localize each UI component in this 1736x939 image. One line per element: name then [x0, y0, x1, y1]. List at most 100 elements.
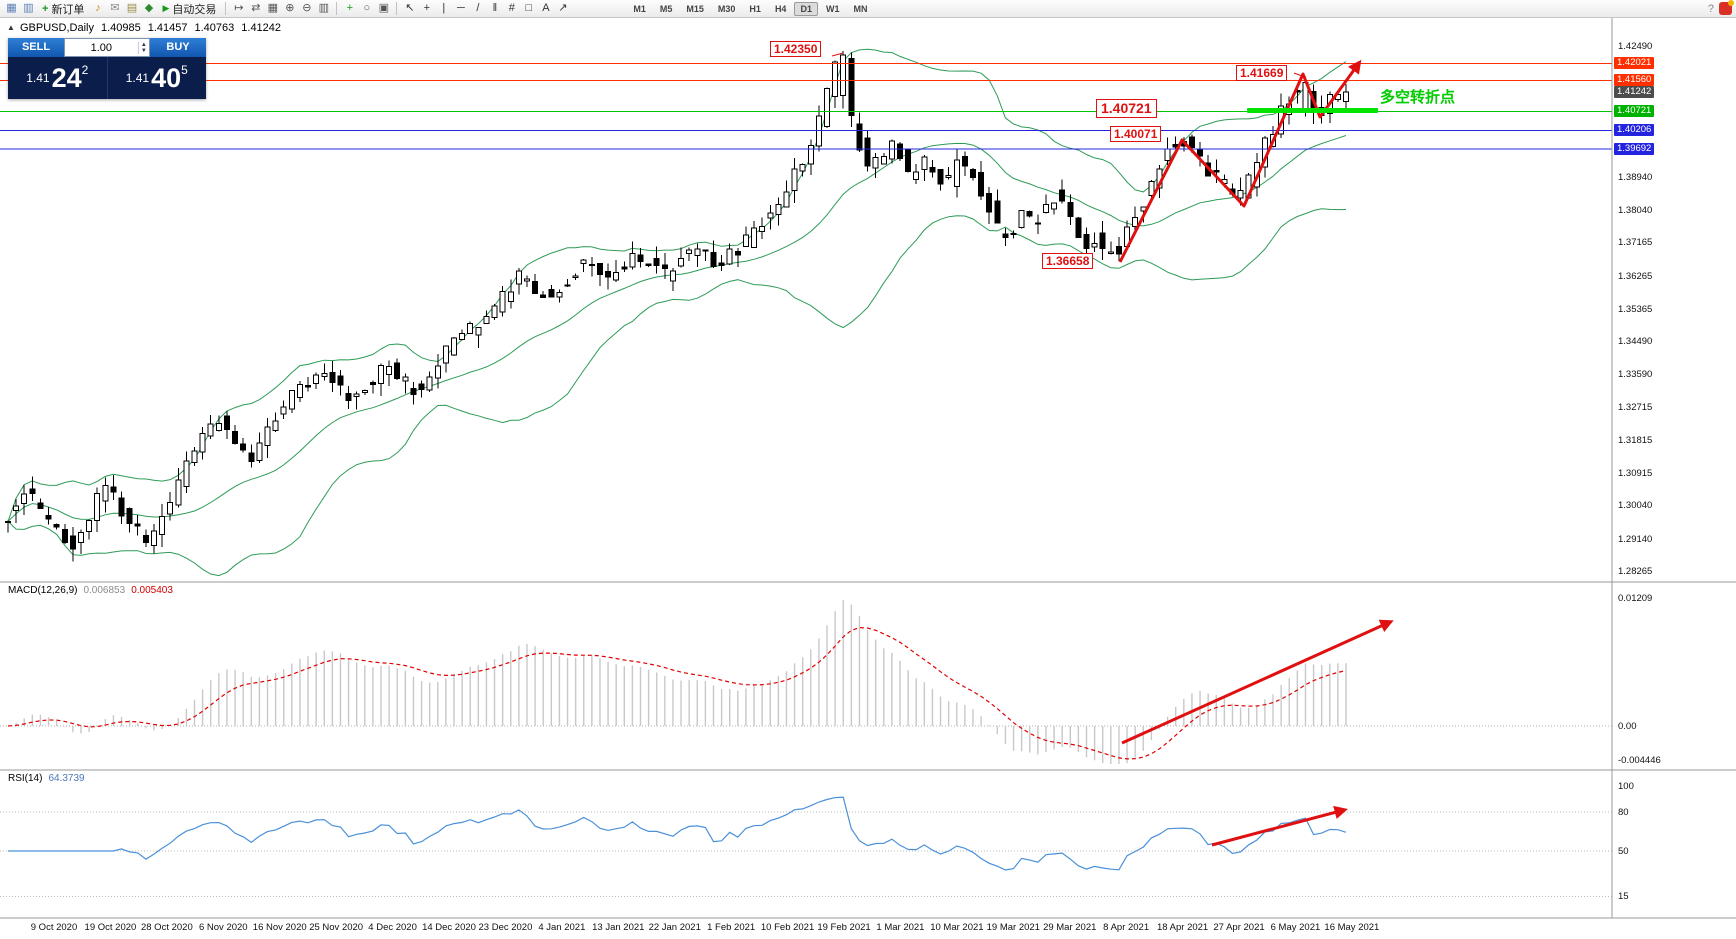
ohlc-low: 1.40763: [194, 22, 235, 34]
new-order-button[interactable]: + 新订单: [42, 2, 85, 16]
price-callout-1.36658: 1.36658: [1042, 253, 1094, 269]
timeframe-m1[interactable]: M1: [633, 3, 646, 14]
date-label: 23 Dec 2020: [478, 922, 533, 933]
rsi-name: RSI(14): [8, 773, 43, 784]
date-label: 13 Jan 2021: [592, 922, 645, 933]
bid-pip-digit: 2: [81, 63, 89, 77]
fibonacci-icon[interactable]: #: [508, 2, 515, 14]
date-label: 10 Mar 2021: [930, 922, 984, 933]
price-axis-label: 1.35365: [1618, 303, 1653, 315]
timeframe-m5[interactable]: M5: [659, 3, 673, 14]
price-axis-label: 1.33590: [1618, 369, 1653, 381]
sell-button[interactable]: SELL: [8, 38, 64, 57]
price-axis-label: 1.30915: [1618, 468, 1653, 480]
rsi-axis-label: 15: [1618, 891, 1629, 902]
timeframe-group: M1 M5 M15 M30 H1 H4 D1 W1 MN: [626, 1, 874, 16]
price-tag-1.41242: 1.41242: [1614, 86, 1655, 99]
date-label: 22 Jan 2021: [648, 922, 701, 933]
timeframe-h1[interactable]: H1: [749, 3, 761, 14]
community-notification-icon[interactable]: [1719, 0, 1734, 15]
date-label: 6 May 2021: [1270, 922, 1321, 933]
date-label: 28 Oct 2020: [140, 922, 193, 933]
horizontal-line-icon[interactable]: ─: [456, 2, 465, 14]
price-tag-1.39692: 1.39692: [1614, 143, 1655, 156]
trendline-icon[interactable]: /: [476, 2, 480, 14]
buy-button[interactable]: BUY: [150, 38, 206, 57]
notification-dot-icon: [1728, 0, 1734, 6]
timeframe-m15[interactable]: M15: [686, 3, 704, 14]
auto-trading-button[interactable]: ▶ 自动交易: [162, 3, 217, 16]
macd-signal-value: 0.005403: [131, 585, 173, 596]
templates-icon[interactable]: ▣: [378, 2, 390, 14]
date-label: 16 Nov 2020: [252, 922, 307, 933]
oneclick-collapse-icon[interactable]: ▲: [7, 23, 15, 32]
arrow-tool-icon[interactable]: ↗: [558, 2, 568, 14]
time-axis[interactable]: 9 Oct 2020 19 Oct 2020 28 Oct 2020 6 Nov 20…: [0, 918, 1612, 939]
rsi-value: 64.3739: [48, 773, 85, 784]
price-tag-1.42021: 1.42021: [1614, 57, 1655, 70]
date-label: 10 Feb 2021: [760, 922, 815, 933]
price-tag-1.40206: 1.40206: [1614, 124, 1655, 137]
lot-decrement-icon[interactable]: ▼: [140, 47, 147, 54]
date-label: 14 Dec 2020: [422, 922, 476, 933]
date-label: 19 Feb 2021: [817, 922, 871, 933]
shapes-icon[interactable]: □: [525, 2, 533, 14]
macd-axis-label: -0.004446: [1618, 755, 1661, 766]
macd-axis-label: 0.01209: [1618, 593, 1653, 604]
auto-scroll-icon[interactable]: ⇄: [251, 2, 261, 14]
channel-icon[interactable]: ‖: [492, 2, 498, 14]
periods-icon[interactable]: ○: [363, 2, 371, 14]
date-label: 1 Mar 2021: [876, 922, 925, 933]
timeframe-m30[interactable]: M30: [717, 3, 736, 14]
indicators-icon[interactable]: +: [346, 2, 354, 14]
vertical-line-icon[interactable]: |: [442, 2, 446, 14]
lot-increment-icon[interactable]: ▲: [140, 41, 147, 48]
zoom-in-icon[interactable]: ⊕: [285, 2, 295, 14]
price-axis-label: 1.38940: [1618, 171, 1653, 183]
macd-axis-label: 0.00: [1618, 721, 1637, 732]
bid-price[interactable]: 1.41 24 2: [8, 57, 108, 99]
market-icon[interactable]: ◆: [144, 2, 154, 14]
timeframe-mn[interactable]: MN: [853, 3, 868, 14]
plus-icon: +: [42, 2, 49, 15]
new-chart-icon[interactable]: ▦: [6, 2, 17, 14]
one-click-trading-panel: SELL ▲▼ BUY 1.41 24 2 1.41 40 5: [8, 38, 206, 99]
chart-plot-area[interactable]: [0, 18, 1612, 918]
cursor-icon[interactable]: ↖: [405, 2, 415, 14]
lot-size-input[interactable]: [65, 41, 138, 54]
grid-icon[interactable]: ▦: [267, 2, 279, 14]
price-axis-label: 1.31815: [1618, 434, 1653, 446]
timeframe-h4[interactable]: H4: [774, 3, 787, 14]
date-label: 8 Apr 2021: [1103, 922, 1150, 933]
ask-main-digits: 40: [151, 62, 182, 93]
toolbar-separator: [396, 2, 398, 15]
date-label: 19 Oct 2020: [84, 922, 137, 933]
mailbox-icon[interactable]: ✉: [110, 2, 120, 14]
timeframe-w1[interactable]: W1: [825, 3, 840, 14]
crosshair-icon[interactable]: +: [423, 2, 431, 14]
price-axis-label: 1.29140: [1618, 533, 1653, 545]
price-tag-1.41560: 1.41560: [1614, 74, 1655, 87]
news-icon[interactable]: ▤: [126, 2, 138, 14]
ohlc-close: 1.41242: [241, 22, 282, 34]
pivot-note-text: 多空转折点: [1380, 89, 1456, 106]
chart-shift-icon[interactable]: ↦: [234, 2, 244, 14]
toolbar: ▦ ▥ + 新订单 ♪ ✉ ▤ ◆ ▶ 自动交易 ↦ ⇄ ▦ ⊕ ⊖ ▥ + ○ ▣ ↖ + | ─ / ‖ # □ A ↗ M1 M5 M1…: [0, 0, 1736, 18]
rsi-axis-label: 80: [1618, 807, 1629, 818]
zoom-out-icon[interactable]: ⊖: [302, 2, 312, 14]
price-callout-1.40071: 1.40071: [1110, 126, 1162, 142]
date-label: 29 Mar 2021: [1043, 922, 1097, 933]
lot-stepper[interactable]: ▲ ▼: [137, 41, 149, 54]
help-icon[interactable]: ?: [1707, 2, 1714, 15]
tile-windows-icon[interactable]: ▥: [318, 2, 330, 14]
ask-price[interactable]: 1.41 40 5: [108, 57, 207, 99]
price-axis-label: 1.30040: [1618, 500, 1653, 512]
timeframe-d1[interactable]: D1: [794, 1, 818, 16]
chart-profiles-icon[interactable]: ▥: [23, 2, 34, 14]
toolbar-separator: [225, 2, 227, 15]
chart-symbol-period: GBPUSD,Daily: [20, 22, 94, 34]
text-icon[interactable]: A: [542, 2, 550, 14]
bid-prefix: 1.41: [26, 71, 50, 85]
alerts-icon[interactable]: ♪: [95, 2, 101, 14]
price-axis[interactable]: 1.42490 1.38940 1.38040 1.37165 1.36265 1.353…: [1612, 18, 1736, 919]
